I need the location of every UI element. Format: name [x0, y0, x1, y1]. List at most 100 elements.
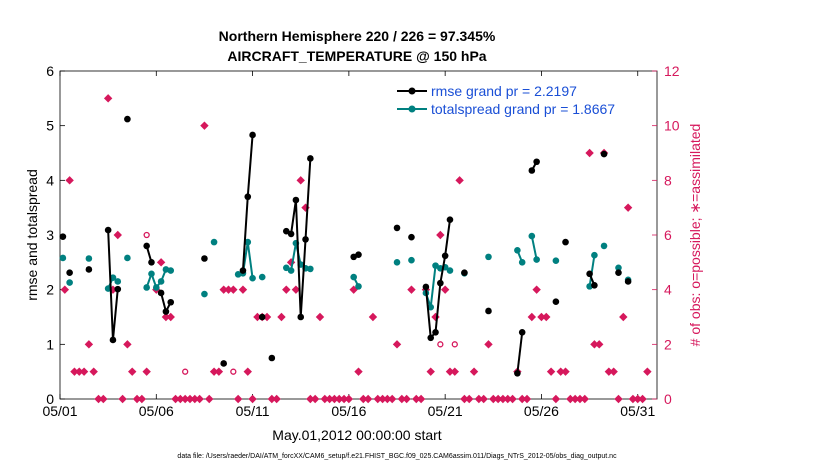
obs-assimilated-point	[325, 394, 334, 404]
obs-assimilated-point	[556, 367, 565, 376]
obs-assimilated-point	[190, 394, 200, 404]
spread-point	[258, 273, 266, 281]
obs-assimilated-point	[310, 394, 320, 404]
spread-point	[167, 267, 175, 274]
obs-assimilated-point	[440, 285, 450, 294]
rmse-point	[437, 279, 444, 287]
obs-assimilated-point	[142, 367, 151, 376]
obs-assimilated-point	[65, 176, 74, 185]
obs-assimilated-point	[99, 394, 108, 404]
obs-assimilated-point	[595, 340, 604, 349]
y-axis-right: 0 2 4 6 8 10 12	[652, 63, 680, 407]
obs-assimilated-point	[368, 312, 378, 322]
obs-assimilated-point	[171, 394, 180, 404]
obs-assimilated-point	[156, 258, 166, 267]
obs-assimilated-point	[79, 367, 89, 376]
obs-assimilated-point	[219, 285, 228, 294]
obs-assimilated-point	[161, 312, 171, 322]
rmse-point	[143, 242, 150, 250]
spread-point	[533, 256, 540, 263]
spread-point	[124, 254, 131, 262]
obs-assimilated-point	[638, 394, 647, 404]
x-tick-label: 05/16	[331, 403, 366, 419]
obs-assimilated-point	[402, 394, 411, 404]
obs-assimilated-point	[214, 367, 224, 376]
rmse-point	[600, 150, 608, 158]
rmse-point	[562, 238, 569, 246]
obs-assimilated-point	[469, 367, 479, 376]
obs-assimilated-point	[407, 285, 416, 294]
y-axis-right-label: # of obs: o=possible; ∗=assimilated	[687, 124, 703, 347]
legend-spread-label: totalspread grand pr = 1.8667	[431, 101, 615, 117]
spread-point	[591, 251, 598, 259]
rmse-point	[427, 334, 435, 342]
obs-assimilated-point	[503, 394, 512, 404]
rmse-point	[307, 155, 314, 162]
obs-assimilated-point	[229, 285, 238, 294]
obs-assimilated-point	[479, 394, 488, 404]
obs-assimilated-point	[128, 367, 137, 376]
spread-point	[514, 247, 521, 254]
y-right-tick-label: 10	[664, 118, 680, 134]
rmse-point	[59, 233, 67, 240]
spread-point	[427, 303, 435, 311]
spread-point	[85, 255, 93, 262]
obs-assimilated-point	[373, 394, 382, 404]
rmse-point	[258, 313, 266, 321]
obs-assimilated-point	[575, 394, 585, 404]
obs-assimilated-point	[335, 394, 344, 404]
x-tick-label: 05/06	[139, 403, 174, 419]
spread-point	[518, 259, 526, 266]
obs-possible-point	[451, 341, 458, 348]
obs-assimilated-point	[517, 394, 527, 404]
obs-assimilated-point	[267, 394, 277, 404]
rmse-point	[282, 227, 290, 235]
obs-assimilated-point	[498, 394, 508, 404]
y-left-tick-label: 5	[46, 118, 54, 134]
obs-assimilated-point	[527, 312, 537, 322]
obs-assimilated-point	[436, 230, 445, 240]
obs-assimilated-point	[262, 312, 272, 322]
rmse-point	[268, 354, 276, 362]
spread-point	[350, 273, 357, 281]
obs-assimilated-point	[89, 367, 98, 376]
obs-assimilated-point	[585, 148, 594, 158]
spread-line	[530, 235, 538, 260]
obs-assimilated-point	[619, 312, 628, 322]
obs-assimilated-point	[209, 367, 219, 376]
spread-point	[148, 270, 155, 278]
spread-point	[446, 267, 454, 274]
spread-point	[210, 238, 218, 246]
spread-point	[307, 265, 314, 273]
footnote: data file: /Users/raeder/DAI/ATM_forcXX/…	[177, 453, 617, 460]
obs-assimilated-point	[315, 312, 325, 322]
rmse-line	[424, 219, 451, 341]
rmse-line	[516, 332, 524, 374]
obs-assimilated-point	[426, 367, 435, 376]
spread-point	[355, 283, 362, 290]
chart-subtitle: AIRCRAFT_TEMPERATURE @ 150 hPa	[227, 48, 486, 64]
spread-point	[528, 232, 536, 240]
obs-assimilated-point	[248, 394, 257, 404]
spread-point	[432, 262, 439, 269]
obs-possible-point	[437, 341, 444, 348]
obs-assimilated-point	[243, 367, 252, 376]
obs-assimilated-point	[339, 394, 349, 404]
rmse-point	[148, 259, 155, 266]
spread-point	[615, 264, 622, 272]
obs-assimilated-point	[450, 367, 459, 376]
rmse-point	[552, 298, 560, 305]
obs-assimilated-point	[166, 312, 175, 322]
obs-assimilated-point	[176, 394, 185, 404]
spread-point	[66, 279, 73, 286]
obs-assimilated-point	[551, 394, 561, 404]
rmse-point	[302, 236, 309, 243]
spread-point	[485, 253, 492, 261]
y-axis-left: 0 1 2 3 4 5 6	[46, 63, 65, 407]
rmse-point	[124, 115, 131, 123]
obs-assimilated-point	[363, 394, 373, 404]
obs-assimilated-point	[546, 367, 556, 376]
obs-assimilated-point	[137, 394, 147, 404]
obs-assimilated-point	[633, 394, 642, 404]
